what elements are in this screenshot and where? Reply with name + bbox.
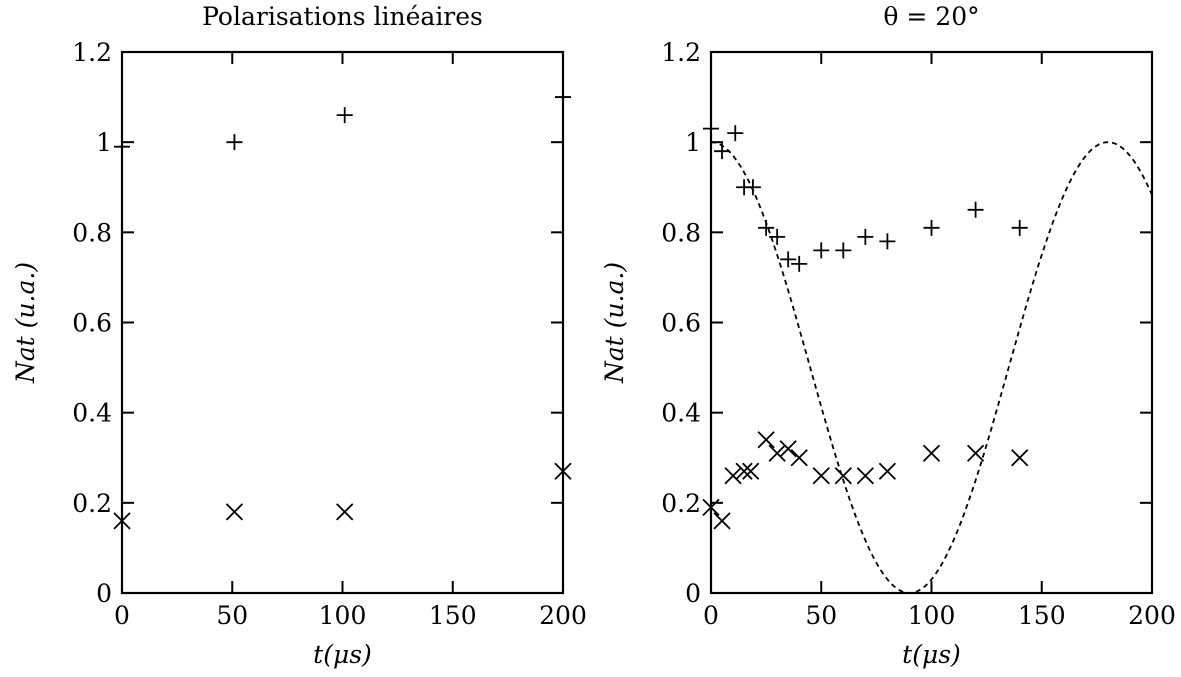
plus-marker (727, 125, 744, 142)
plus-marker (336, 107, 353, 124)
x-axis-label: t(μs) (313, 640, 372, 669)
plot-frame (709, 50, 1154, 595)
x-tick-label: 100 (908, 601, 956, 630)
cross-marker (779, 440, 797, 458)
x-tick-label: 200 (1128, 601, 1176, 630)
theory-curve (710, 141, 1153, 594)
y-tick-label: 1.2 (661, 38, 701, 67)
y-tick-label: 0 (685, 579, 701, 608)
y-tick-label: 0.8 (661, 218, 701, 247)
cross-marker (834, 467, 852, 485)
y-tick-label: 0.6 (72, 309, 112, 338)
chart-right: θ = 20° 0 50 100 150 200 0 0.2 0.4 0.6 0.8 1 1.2 t(μs… (600, 2, 1176, 669)
plus-marker (857, 228, 874, 245)
x-tick-label: 100 (319, 601, 367, 630)
cross-marker (724, 467, 742, 485)
y-tick-label: 0.8 (72, 218, 112, 247)
plus-marker (879, 233, 896, 250)
cross-marker (757, 431, 775, 449)
x-tick-label: 200 (539, 601, 587, 630)
y-tick-label: 1.2 (72, 38, 112, 67)
cross-marker (790, 449, 808, 467)
plus-marker (835, 242, 852, 259)
cross-marker (1011, 449, 1029, 467)
y-tick-label: 0.4 (72, 399, 112, 428)
y-tick-label: 0.6 (661, 309, 701, 338)
plus-marker (703, 120, 719, 137)
plus-marker (923, 219, 940, 236)
y-tick-label: 0.2 (661, 489, 701, 518)
cross-marker (742, 462, 760, 480)
plus-marker (813, 242, 830, 259)
y-tick-label: 0.4 (661, 399, 701, 428)
plus-marker (744, 179, 761, 196)
plus-marker (780, 251, 797, 268)
cross-marker (856, 467, 874, 485)
cross-marker (554, 462, 572, 480)
cross-marker (735, 462, 753, 480)
plus-marker (769, 228, 786, 245)
y-tick-label: 1 (96, 128, 112, 157)
cross-marker (113, 512, 131, 530)
x-tick-label: 0 (114, 601, 130, 630)
cross-marker (878, 462, 897, 480)
cross-marker (702, 498, 720, 516)
y-tick-label: 1 (685, 128, 701, 157)
cross-marker (713, 512, 731, 530)
y-axis-label: Nat (u.a.) (600, 262, 629, 384)
plus-marker (114, 138, 130, 155)
plus-marker (1011, 219, 1028, 236)
plus-marker (967, 201, 984, 218)
cross-marker (966, 444, 985, 462)
x-tick-label: 0 (703, 601, 719, 630)
plus-marker (791, 255, 808, 272)
x-tick-label: 150 (1018, 601, 1066, 630)
x-tick-label: 50 (805, 601, 837, 630)
chart-title: Polarisations linéaires (202, 2, 483, 31)
cross-marker (922, 444, 941, 462)
x-axis-label: t(μs) (902, 640, 961, 669)
chart-title: θ = 20° (883, 2, 979, 31)
plot-frame (120, 50, 565, 595)
cross-marker (768, 444, 786, 462)
chart-left: Polarisations linéaires 0 50 100 150 200 0 0.2 0… (11, 2, 587, 669)
cross-marker (225, 503, 244, 521)
plus-marker (555, 89, 571, 106)
y-axis-label: Nat (u.a.) (11, 262, 40, 384)
y-tick-label: 0.2 (72, 489, 112, 518)
x-tick-label: 50 (216, 601, 248, 630)
cross-marker (336, 503, 354, 521)
plus-marker (226, 134, 243, 151)
y-tick-label: 0 (96, 579, 112, 608)
x-tick-label: 150 (429, 601, 477, 630)
cross-marker (812, 467, 830, 485)
